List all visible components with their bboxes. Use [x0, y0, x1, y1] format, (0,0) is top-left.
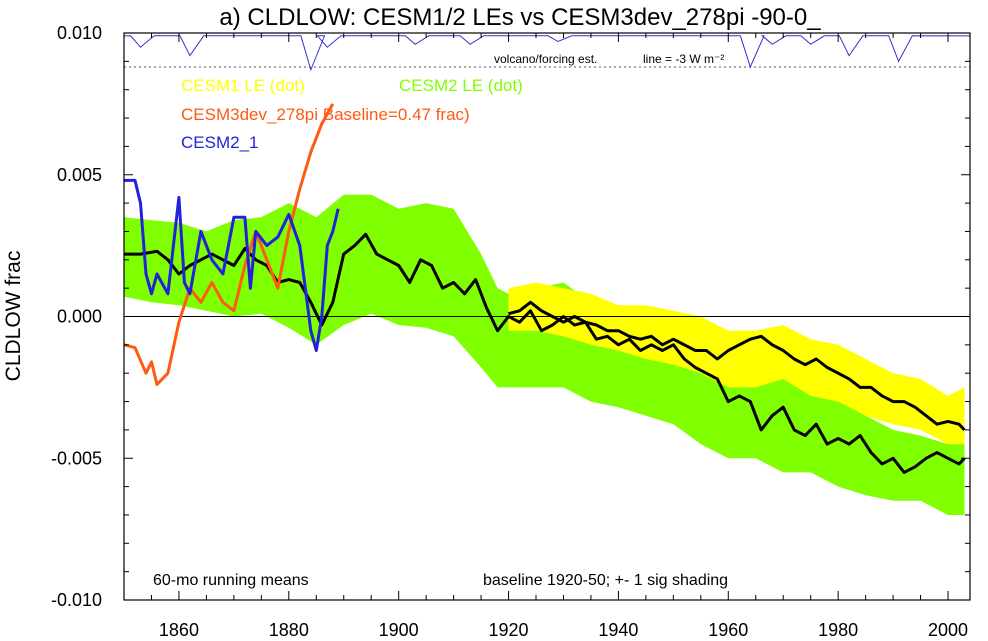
chart-title: a) CLDLOW: CESM1/2 LEs vs CESM3dev_278pi… [219, 4, 821, 31]
band-1 [508, 282, 965, 445]
ticks-layer: 1860 1880 1900 1920 1940 1960 1980 2000 0.010 0.0… [51, 23, 970, 640]
y-axis-label: CLDLOW frac [2, 251, 25, 382]
series-line-1 [508, 300, 966, 431]
legend-cesm1-le: CESM1 LE (dot) [181, 76, 305, 95]
legend-cesm3dev: CESM3dev_278pi Baseline=0.47 frac) [181, 105, 470, 124]
running-means-note: 60-mo running means [153, 572, 309, 589]
volcano-label: volcano/forcing est. [494, 52, 597, 66]
x-tick-label: 1900 [379, 620, 419, 640]
legend-cesm2-1: CESM2_1 [181, 133, 258, 152]
y-tick-label: 0.000 [57, 307, 102, 327]
baseline-note: baseline 1920-50; +- 1 sig shading [483, 572, 728, 589]
x-tick-label: 1980 [818, 620, 858, 640]
y-tick-label: -0.005 [51, 448, 102, 468]
bands-layer [124, 194, 965, 515]
y-tick-label: 0.010 [57, 23, 102, 43]
series-line-2 [123, 103, 335, 386]
y-tick-label: -0.010 [51, 590, 102, 610]
volcano-line-label: line = -3 W m⁻² [643, 52, 724, 66]
legend-cesm2-le: CESM2 LE (dot) [399, 76, 523, 95]
x-tick-label: 2000 [928, 620, 968, 640]
series-layer [123, 103, 966, 474]
x-tick-label: 1920 [489, 620, 529, 640]
x-tick-label: 1960 [708, 620, 748, 640]
series-line-3 [124, 178, 340, 352]
y-tick-label: 0.005 [57, 165, 102, 185]
x-tick-label: 1880 [269, 620, 309, 640]
x-tick-label: 1940 [598, 620, 638, 640]
band-0 [124, 194, 965, 515]
volcano-forcing-line [123, 35, 971, 72]
x-tick-label: 1860 [159, 620, 199, 640]
